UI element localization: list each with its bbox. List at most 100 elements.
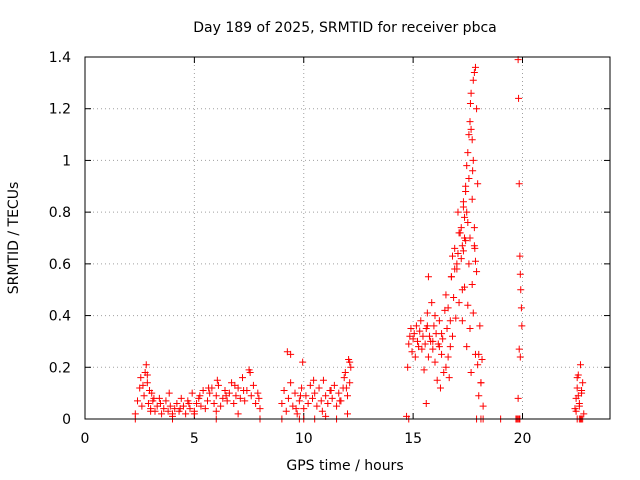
data-point: [310, 376, 318, 384]
data-point: [574, 392, 582, 400]
data-point: [446, 343, 454, 351]
y-tick-label: 0.2: [49, 360, 71, 376]
data-point: [579, 379, 587, 387]
data-point: [467, 89, 475, 97]
data-point: [318, 407, 326, 415]
data-point: [419, 332, 427, 340]
data-point: [576, 361, 584, 369]
data-point: [300, 405, 308, 413]
data-point: [431, 312, 439, 320]
data-point: [230, 399, 238, 407]
data-point: [470, 69, 478, 77]
data-point: [439, 335, 447, 343]
data-point: [134, 397, 141, 405]
data-point: [322, 392, 330, 400]
data-point: [580, 410, 588, 418]
data-point: [468, 195, 476, 203]
data-point: [515, 180, 523, 188]
data-point: [516, 353, 524, 361]
data-point: [147, 407, 155, 415]
data-point: [424, 273, 432, 281]
y-tick-label: 0.6: [49, 257, 71, 273]
data-point: [247, 392, 255, 400]
data-point: [324, 399, 332, 407]
data-point: [143, 371, 151, 379]
data-point: [156, 399, 164, 407]
data-point: [515, 345, 523, 353]
data-point: [282, 407, 290, 415]
y-tick-label: 1.4: [49, 50, 71, 66]
data-point: [212, 407, 220, 415]
data-point: [342, 384, 350, 392]
x-tick-label: 10: [295, 431, 313, 447]
data-point: [292, 405, 300, 413]
data-point: [409, 335, 417, 343]
x-tick-labels: 0 5 10 15 20: [81, 431, 532, 447]
data-point: [454, 250, 462, 258]
data-point: [158, 410, 166, 418]
data-point: [236, 394, 244, 402]
data-point: [206, 389, 214, 397]
data-point: [407, 325, 415, 332]
data-point: [435, 343, 443, 351]
data-point: [474, 361, 482, 369]
y-tick-label: 1.2: [49, 102, 71, 118]
data-point: [328, 394, 336, 402]
data-point: [410, 330, 418, 338]
data-point: [418, 345, 426, 353]
data-point: [454, 208, 462, 216]
data-point: [469, 156, 477, 164]
data-point: [462, 187, 470, 195]
data-point: [458, 242, 466, 250]
data-point: [232, 392, 240, 400]
data-point: [458, 286, 466, 294]
data-point: [309, 394, 316, 402]
data-point: [443, 325, 451, 332]
data-point: [190, 410, 198, 418]
data-point: [240, 387, 248, 395]
data-point: [442, 363, 450, 371]
data-point: [465, 175, 473, 183]
data-point: [468, 281, 476, 289]
data-point: [430, 322, 438, 330]
data-point: [468, 136, 476, 144]
data-point: [346, 379, 354, 387]
data-point: [465, 260, 473, 268]
data-point: [140, 392, 148, 400]
data-point: [477, 379, 485, 387]
data-point: [470, 224, 478, 232]
x-tick-label: 0: [81, 431, 90, 447]
y-tick-labels: 0 0.2 0.4 0.6 0.8 1 1.2 1.4: [49, 50, 71, 428]
data-point: [514, 394, 522, 402]
y-tick-label: 0: [62, 412, 71, 428]
data-point: [461, 213, 469, 221]
data-point: [453, 260, 461, 268]
y-tick-label: 0.4: [49, 309, 71, 325]
data-point: [333, 402, 341, 410]
data-point: [217, 402, 225, 410]
data-point: [315, 384, 323, 392]
data-point: [311, 389, 319, 397]
data-point: [143, 379, 151, 387]
data-point: [463, 162, 471, 170]
data-point: [466, 118, 474, 126]
data-point: [431, 358, 439, 366]
data-point: [313, 402, 321, 410]
data-point: [459, 203, 467, 211]
data-point: [475, 350, 483, 358]
data-point: [414, 337, 421, 345]
data-point: [185, 399, 193, 407]
data-point: [344, 392, 351, 400]
data-point: [450, 293, 458, 301]
y-axis-label: SRMTID / TECUs: [6, 182, 22, 295]
data-point: [475, 392, 483, 400]
data-point: [214, 381, 222, 389]
data-point: [455, 299, 463, 307]
data-point: [463, 343, 471, 351]
data-point: [199, 387, 207, 395]
chart-title: Day 189 of 2025, SRMTID for receiver pbc…: [193, 20, 496, 36]
data-point: [255, 394, 263, 402]
data-point: [280, 387, 288, 395]
data-point: [478, 356, 486, 364]
data-point: [578, 387, 586, 395]
